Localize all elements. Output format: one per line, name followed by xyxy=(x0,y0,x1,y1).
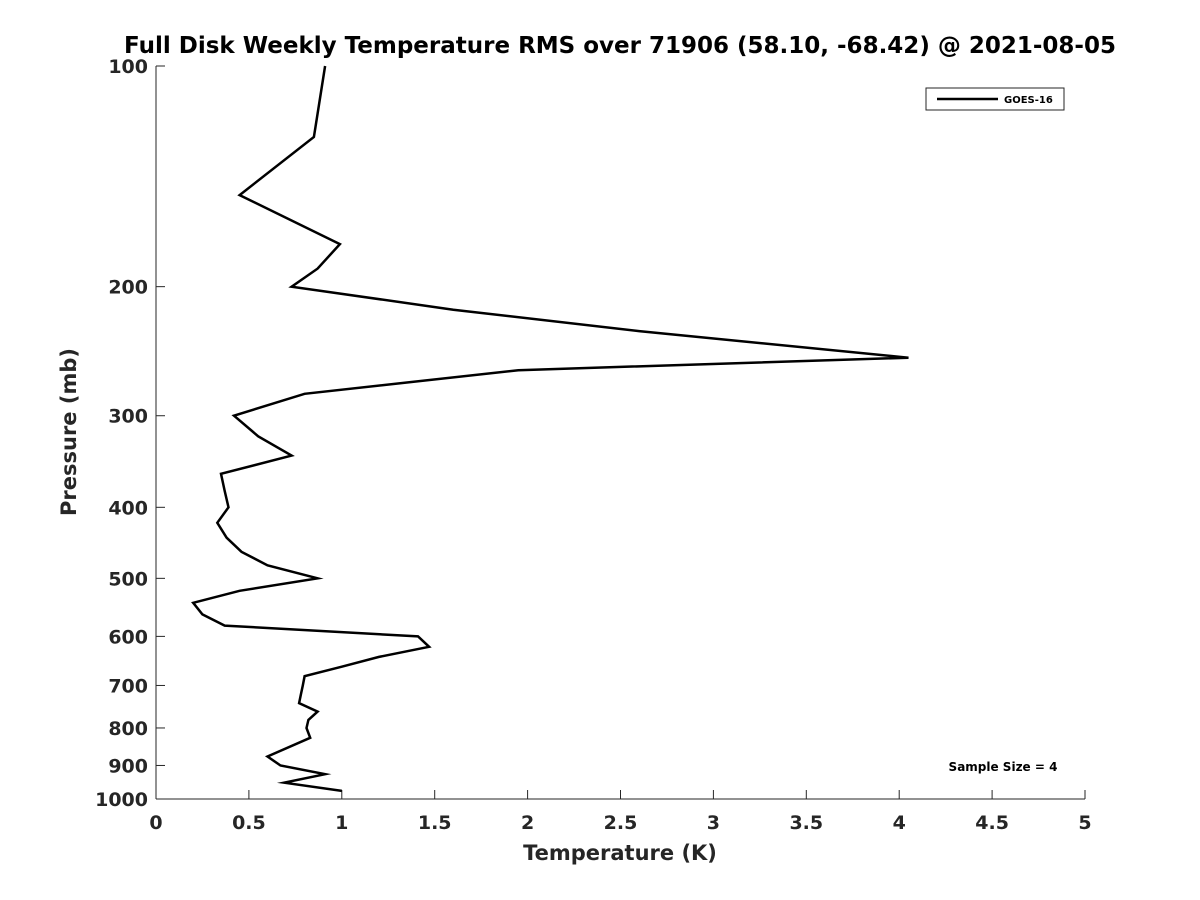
y-tick-label: 200 xyxy=(108,277,148,299)
x-tick-label: 1 xyxy=(335,812,348,834)
y-ticks: 100 200 300 400 500 600 700 800 900 1000 xyxy=(95,56,165,811)
x-tick-label: 4.5 xyxy=(975,812,1009,834)
x-tick-label: 1.5 xyxy=(418,812,452,834)
x-tick-label: 2.5 xyxy=(604,812,638,834)
x-tick-label: 2 xyxy=(521,812,534,834)
y-tick-label: 400 xyxy=(108,497,148,519)
chart-title: Full Disk Weekly Temperature RMS over 71… xyxy=(124,33,1116,59)
x-tick-label: 3.5 xyxy=(789,812,823,834)
x-tick-label: 0.5 xyxy=(232,812,266,834)
y-tick-label: 900 xyxy=(108,755,148,777)
y-tick-label: 1000 xyxy=(95,789,148,811)
y-tick-label: 100 xyxy=(108,56,148,78)
series-line-goes-16 xyxy=(191,65,909,793)
x-ticks: 0 0.5 1 1.5 2 2.5 3 3.5 4 4.5 5 xyxy=(149,790,1092,834)
y-tick-label: 800 xyxy=(108,718,148,740)
y-tick-label: 300 xyxy=(108,406,148,428)
legend: GOES-16 xyxy=(925,87,1065,111)
series-layer xyxy=(191,65,909,793)
legend-label-goes-16: GOES-16 xyxy=(1004,95,1053,106)
y-tick-label: 700 xyxy=(108,675,148,697)
x-tick-label: 3 xyxy=(707,812,720,834)
sample-size-annotation: Sample Size = 4 xyxy=(949,760,1058,774)
x-tick-label: 5 xyxy=(1078,812,1091,834)
y-tick-label: 500 xyxy=(108,568,148,590)
x-axis-label: Temperature (K) xyxy=(523,841,717,865)
x-tick-label: 4 xyxy=(893,812,906,834)
y-axis-label: Pressure (mb) xyxy=(57,348,81,516)
y-tick-label: 600 xyxy=(108,626,148,648)
x-tick-label: 0 xyxy=(149,812,162,834)
